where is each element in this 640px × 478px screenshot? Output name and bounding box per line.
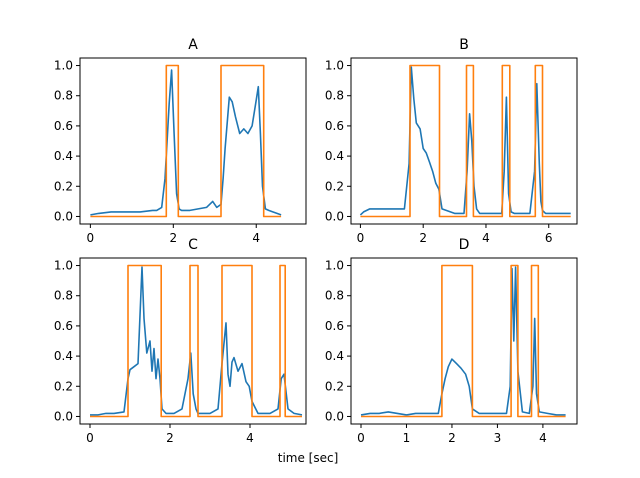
panel-b-xtick-label: 4 xyxy=(482,231,490,245)
panel-d-xtick-label: 3 xyxy=(494,431,502,445)
panel-a-ytick-label: 0.4 xyxy=(54,149,73,163)
panel-a-ytick-label: 0.6 xyxy=(54,119,73,133)
panel-b-title: B xyxy=(459,37,469,53)
panel-b-series-signal xyxy=(359,66,571,216)
panel-b-ytick-label: 0.6 xyxy=(325,119,344,133)
panel-a: A 0 2 4 0.0 0.2 0.4 0.6 0.8 1.0 xyxy=(54,37,307,245)
panel-a-ytick-label: 1.0 xyxy=(54,59,73,73)
panel-b-ytick-label: 1.0 xyxy=(325,59,344,73)
panel-c-xtick-label: 2 xyxy=(166,431,174,445)
panel-b-ytick-label: 0.4 xyxy=(325,149,344,163)
panel-a-frame xyxy=(79,57,307,225)
panel-d-ytick-label: 0.0 xyxy=(325,409,344,423)
panel-b-ytick-label: 0.8 xyxy=(325,89,344,103)
x-axis-label: time [sec] xyxy=(278,451,339,465)
panel-c-frame xyxy=(79,257,307,425)
panel-d-xtick-label: 0 xyxy=(357,431,365,445)
panel-a-series-mask xyxy=(90,64,282,218)
panel-a-title: A xyxy=(188,37,198,53)
panel-a-xtick-label: 2 xyxy=(169,231,177,245)
panel-b: B 0 2 4 6 0.0 0.2 0.4 0.6 0.8 1.0 xyxy=(325,37,578,245)
panel-b-series-mask xyxy=(360,64,571,218)
panel-d: D 0 1 2 3 4 0.0 0.2 0.4 0.6 0.8 1.0 xyxy=(325,237,578,445)
panel-a-ytick-label: 0.8 xyxy=(54,89,73,103)
panel-b-frame xyxy=(350,57,578,225)
panel-c: C 0 2 4 0.0 0.2 0.4 0.6 0.8 1.0 xyxy=(54,237,307,445)
panel-b-xtick-label: 0 xyxy=(357,231,365,245)
panel-d-xtick-label: 2 xyxy=(448,431,456,445)
panel-c-series-signal xyxy=(90,266,303,416)
panel-c-title: C xyxy=(188,237,198,253)
panel-d-series-signal xyxy=(360,266,566,416)
panel-c-series-mask xyxy=(90,264,302,418)
panel-d-ytick-label: 0.6 xyxy=(325,319,344,333)
panel-d-ytick-label: 0.2 xyxy=(325,379,344,393)
panel-a-series-signal xyxy=(90,69,282,216)
panel-c-ytick-label: 0.6 xyxy=(54,319,73,333)
panel-b-ytick-label: 0.2 xyxy=(325,179,344,193)
panel-a-xtick-label: 0 xyxy=(87,231,95,245)
panel-c-xtick-label: 4 xyxy=(246,431,254,445)
panel-c-ytick-label: 0.8 xyxy=(54,289,73,303)
panel-d-frame xyxy=(350,257,578,425)
panel-d-series-mask xyxy=(361,264,566,418)
panel-d-title: D xyxy=(459,237,470,253)
panel-a-xtick-label: 4 xyxy=(252,231,260,245)
panel-c-ytick-label: 0.0 xyxy=(54,409,73,423)
panel-b-xtick-label: 6 xyxy=(545,231,553,245)
panel-d-xtick-label: 1 xyxy=(403,431,411,445)
panel-a-ytick-label: 0.2 xyxy=(54,179,73,193)
panel-d-xtick-label: 4 xyxy=(539,431,547,445)
panel-a-ytick-label: 0.0 xyxy=(54,209,73,223)
panel-b-xtick-label: 2 xyxy=(419,231,427,245)
panel-d-ytick-label: 0.4 xyxy=(325,349,344,363)
panel-c-ytick-label: 0.4 xyxy=(54,349,73,363)
panel-c-xtick-label: 0 xyxy=(86,431,94,445)
panel-c-ytick-label: 1.0 xyxy=(54,259,73,273)
panel-d-ytick-label: 1.0 xyxy=(325,259,344,273)
panel-d-ytick-label: 0.8 xyxy=(325,289,344,303)
panel-c-ytick-label: 0.2 xyxy=(54,379,73,393)
panel-b-ytick-label: 0.0 xyxy=(325,209,344,223)
